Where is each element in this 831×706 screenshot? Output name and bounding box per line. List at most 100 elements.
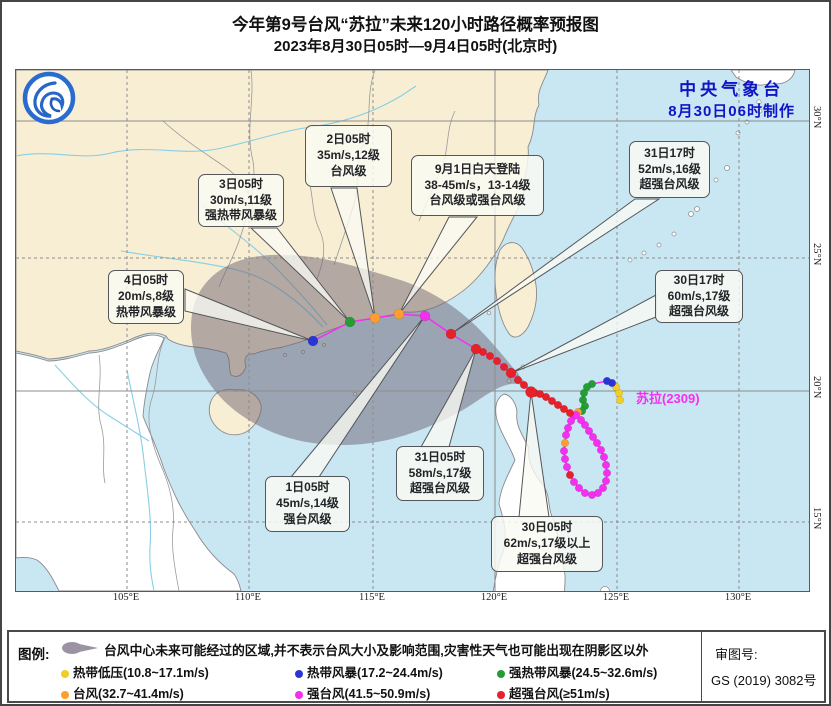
- lat-tick-label: 15°N: [811, 507, 822, 530]
- forecast-label-box-4: 1日05时 45m/s,14级 强台风级: [265, 476, 350, 532]
- forecast-label-box-8: 4日05时 20m/s,8级 热带风暴级: [108, 270, 184, 324]
- river: [54, 364, 150, 442]
- forecast-category: 强热带风暴级: [204, 208, 277, 223]
- track-point-td: [615, 395, 625, 405]
- agency-name: 中央气象台: [679, 80, 785, 99]
- label-pointer-wedge: [184, 288, 314, 342]
- river: [16, 85, 417, 157]
- track-point-sty: [592, 438, 602, 448]
- forecast-wind: 20m/s,8级: [117, 289, 175, 304]
- track-point-ty: [393, 308, 405, 320]
- track-point-sty: [566, 416, 576, 426]
- track-point-sty: [419, 310, 431, 322]
- track-point-sty: [602, 468, 612, 478]
- track-point-sty: [588, 432, 598, 442]
- province-border: [148, 335, 180, 591]
- islet: [694, 206, 700, 212]
- track-point-super: [505, 367, 517, 379]
- track-point-sty: [599, 452, 609, 462]
- islet: [757, 108, 763, 114]
- forecast-wind: 45m/s,14级: [276, 496, 339, 511]
- track-point-super: [559, 404, 569, 414]
- forecast-label-box-5: 9月1日白天登陆 38-45m/s，13-14级 台风级或强台风级: [411, 155, 544, 216]
- land-kyushu: [730, 70, 796, 86]
- province-border: [98, 354, 106, 484]
- track-point-ty: [560, 438, 570, 448]
- islet: [486, 310, 492, 316]
- forecast-category: 台风级: [330, 163, 367, 178]
- islet: [600, 586, 610, 591]
- lat-tick-label: 25°N: [811, 243, 822, 266]
- agency-credit: 中央气象台 8月30日06时制作: [668, 75, 795, 121]
- legend-item-sts: 强热带风暴(24.5~32.6m/s): [497, 662, 657, 681]
- legend-label: 热带风暴(17.2~24.4m/s): [307, 666, 443, 680]
- track-point-super: [553, 400, 563, 410]
- legend-dot-sts: [497, 670, 505, 678]
- forecast-time: 1日05时: [285, 480, 330, 495]
- storm-name-label: 苏拉(2309): [636, 391, 700, 406]
- lat-tick-label: 30°N: [811, 106, 822, 129]
- legend-shadow-description: 台风中心未来可能经过的区域,并不表示台风大小及影响范围,灾害性天气也可能出现在阴…: [104, 643, 649, 658]
- forecast-label-box-3: 31日17时 52m/s,16级 超强台风级: [629, 141, 710, 198]
- lon-tick-label: 105°E: [112, 592, 140, 603]
- track-point-sty: [561, 430, 571, 440]
- islet: [713, 177, 719, 183]
- track-point-super: [470, 343, 482, 355]
- track-point-sty: [562, 462, 572, 472]
- forecast-wind: 38-45m/s，13-14级: [424, 177, 531, 192]
- track-point-sts: [579, 388, 589, 398]
- forecast-label-box-0: 30日05时 62m/s,17级以上 超强台风级: [491, 516, 603, 572]
- islet: [627, 257, 633, 263]
- track-point-super: [499, 362, 509, 372]
- forecast-time: 3日05时: [218, 176, 264, 191]
- legend-box: 图例: 台风中心未来可能经过的区域,并不表示台风大小及影响范围,灾害性天气也可能…: [7, 630, 826, 703]
- legend-dot-ty: [61, 691, 69, 699]
- legend-item-sty: 强台风(41.5~50.9m/s): [295, 683, 430, 702]
- label-pointer-wedge: [398, 216, 479, 315]
- forecast-category: 超强台风级: [668, 304, 729, 319]
- forecast-label-box-6: 2日05时 35m/s,12级 台风级: [305, 125, 392, 187]
- forecast-time: 30日05时: [521, 520, 573, 535]
- legend-item-super: 超强台风(≥51m/s): [497, 683, 610, 702]
- forecast-wind: 35m/s,12级: [317, 148, 380, 163]
- lon-tick-label: 120°E: [480, 592, 508, 603]
- forecast-category: 热带风暴级: [115, 304, 176, 319]
- page-subtitle: 2023年8月30日05时—9月4日05时(北京时): [273, 38, 558, 55]
- islet: [756, 99, 762, 105]
- track-point-sty: [563, 423, 573, 433]
- forecast-time: 9月1日白天登陆: [434, 161, 521, 176]
- track-point-sty: [576, 415, 586, 425]
- probability-shadow-icon: [61, 640, 101, 661]
- lon-tick-label: 110°E: [235, 592, 261, 603]
- islet: [724, 165, 730, 171]
- islet: [641, 250, 647, 256]
- track-point-sty: [584, 426, 594, 436]
- track-point-super: [445, 328, 457, 340]
- track-point-super: [547, 396, 557, 406]
- legend-title: 图例:: [18, 647, 50, 662]
- legend-item-ty: 台风(32.7~41.4m/s): [61, 683, 184, 702]
- legend-dot-sty: [295, 691, 303, 699]
- track-point-sty: [593, 488, 603, 498]
- forecast-category: 超强台风级: [409, 481, 470, 496]
- forecast-time: 4日05时: [123, 273, 169, 288]
- forecast-wind: 30m/s,11级: [209, 192, 273, 207]
- legend-label: 台风(32.7~41.4m/s): [73, 687, 184, 701]
- legend-dot-super: [497, 691, 505, 699]
- forecast-label-box-2: 31日05时 58m/s,17级 超强台风级: [396, 446, 484, 501]
- lon-tick-label: 115°E: [359, 592, 385, 603]
- review-number-value: GS (2019) 3082号: [711, 673, 817, 688]
- lon-tick-label: 130°E: [724, 592, 752, 603]
- legend-item-td: 热带低压(10.8~17.1m/s): [61, 662, 209, 681]
- forecast-category: 台风级或强台风级: [429, 193, 526, 208]
- islet: [688, 211, 694, 217]
- legend-label: 热带低压(10.8~17.1m/s): [73, 666, 209, 680]
- forecast-category: 强台风级: [283, 511, 332, 526]
- forecast-label-box-7: 3日05时 30m/s,11级 强热带风暴级: [198, 174, 284, 227]
- track-point-super: [485, 351, 495, 361]
- islet: [671, 231, 677, 237]
- forecast-label-box-1: 30日17时 60m/s,17级 超强台风级: [655, 270, 743, 323]
- lon-tick-label: 125°E: [602, 592, 630, 603]
- track-point-super: [519, 380, 529, 390]
